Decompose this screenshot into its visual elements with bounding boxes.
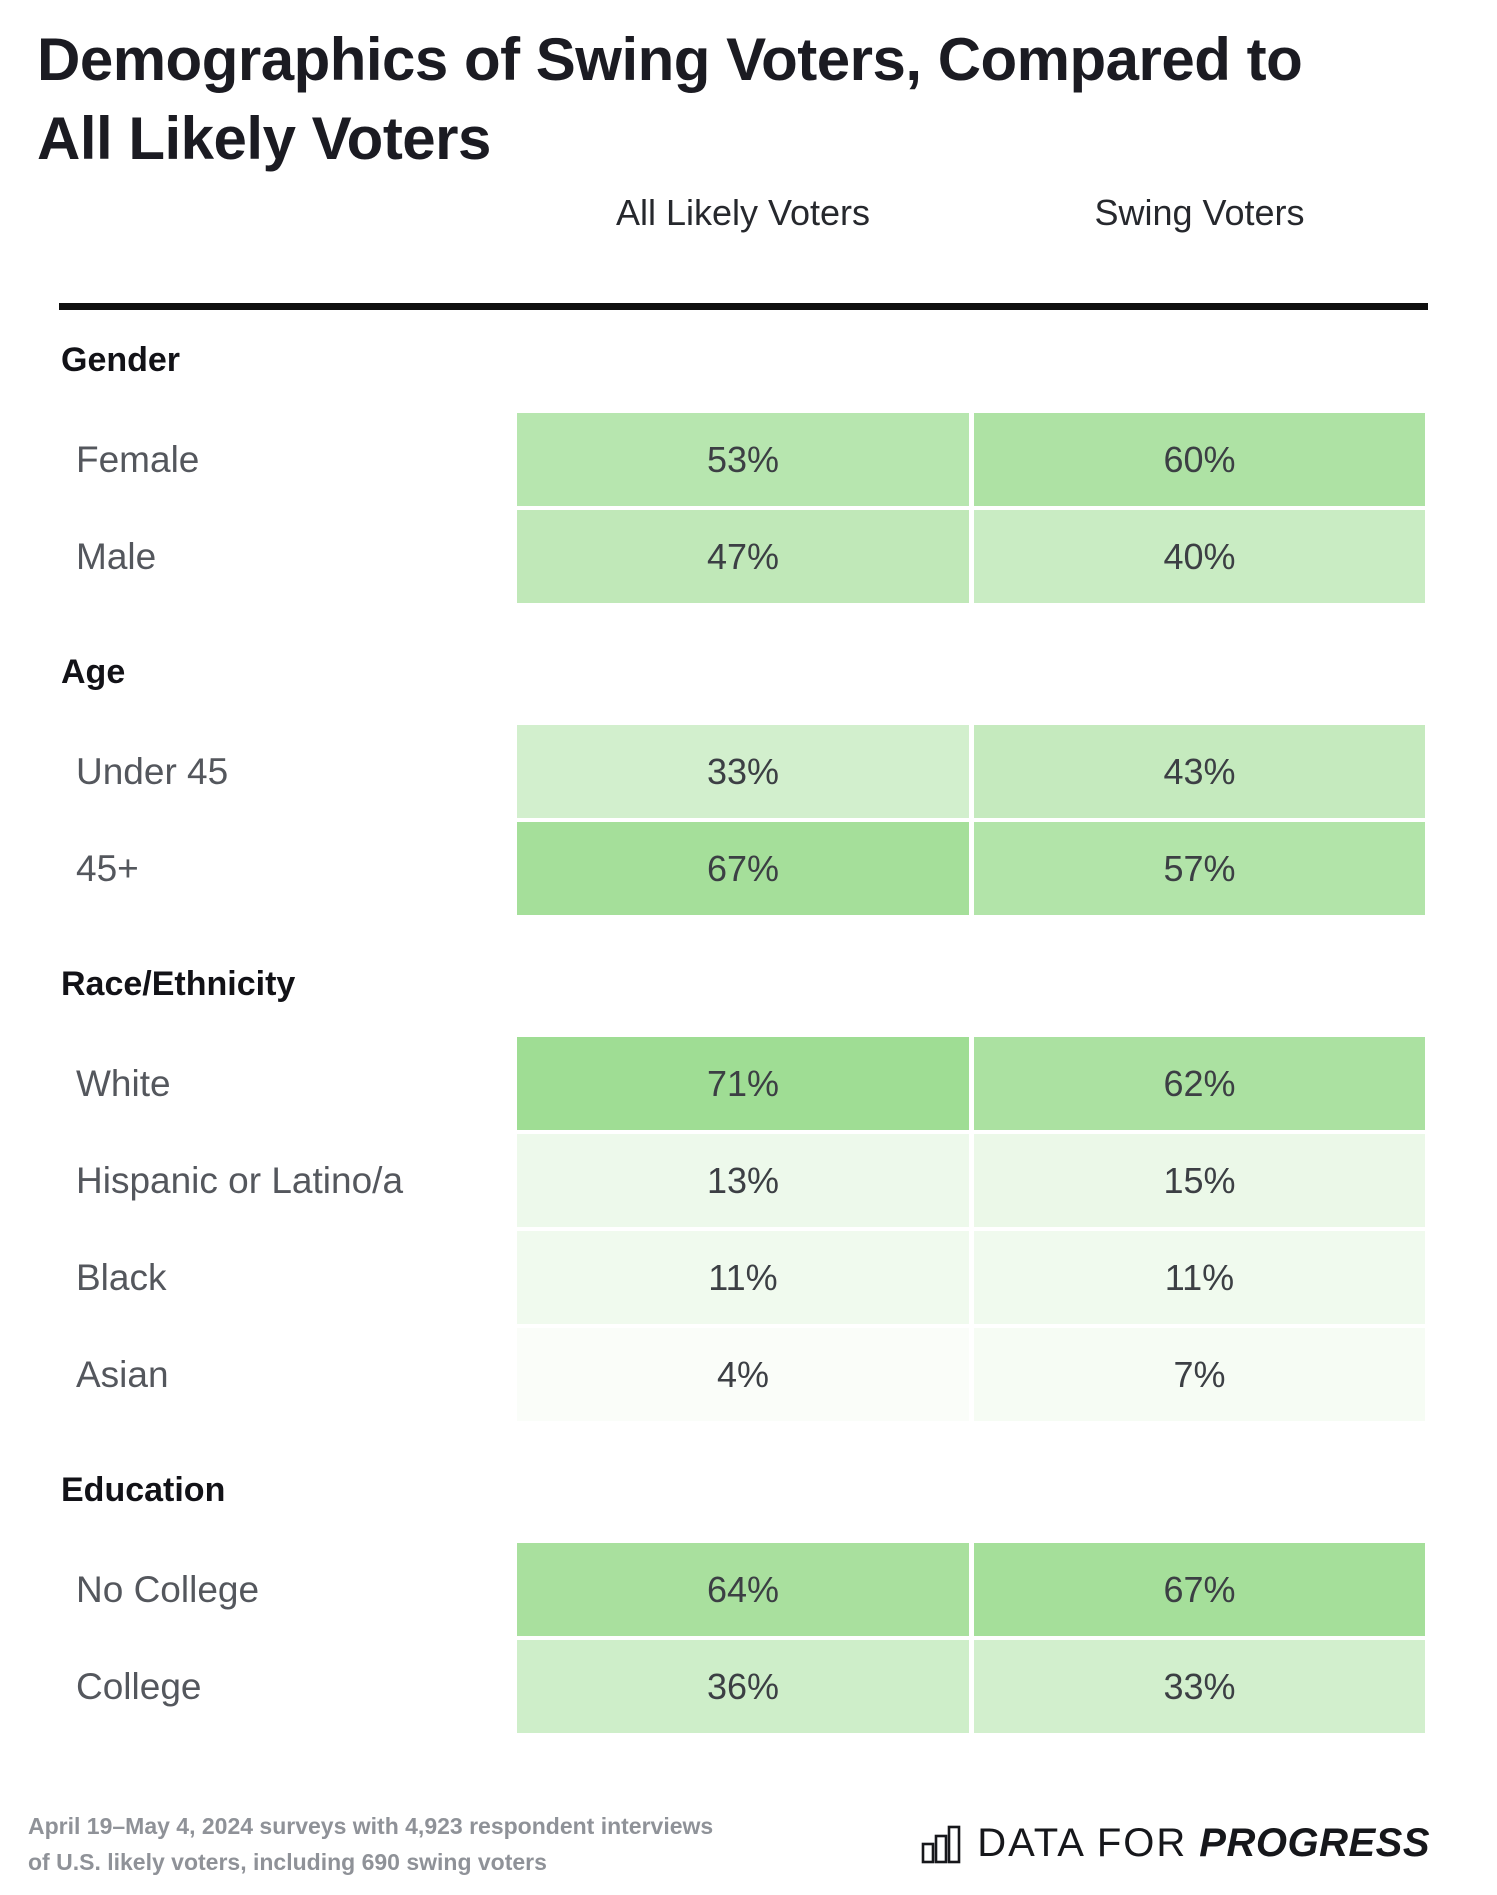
chart-title-line2: All Likely Voters [37,105,491,172]
table-cell: 4% [517,1328,969,1421]
footer-source: April 19–May 4, 2024 surveys with 4,923 … [28,1808,713,1880]
column-header-swing-voters: Swing Voters [1094,192,1305,233]
row-label: Black [76,1256,167,1298]
section-header-education: Education [61,1470,226,1509]
row-label: Female [76,438,200,480]
row-label: Under 45 [76,750,229,792]
footer-source-line1: April 19–May 4, 2024 surveys with 4,923 … [28,1813,714,1839]
footer-source-line2: of U.S. likely voters, including 690 swi… [28,1849,547,1875]
row-label: Asian [76,1353,169,1395]
row-label: No College [76,1568,260,1610]
row-label: College [76,1665,202,1707]
dfp-logo: DATA FOR PROGRESS [919,1820,1430,1866]
table-cell: 33% [517,725,969,818]
table-cell: 64% [517,1543,969,1636]
logo-text-data-for: DATA FOR [977,1820,1188,1865]
row-label: 45+ [76,847,139,889]
table-cell: 53% [517,413,969,506]
row-label: White [76,1062,171,1104]
table-cell: 7% [974,1328,1425,1421]
table-cell: 13% [517,1134,969,1227]
table-cell: 67% [974,1543,1425,1636]
bar-chart-icon [919,1820,965,1866]
table-cell: 15% [974,1134,1425,1227]
table-cell: 33% [974,1640,1425,1733]
table-cell: 43% [974,725,1425,818]
table-cell: 60% [974,413,1425,506]
column-header-all-likely-voters: All Likely Voters [615,192,871,233]
header-rule [59,303,1428,310]
table-cell: 36% [517,1640,969,1733]
section-header-age: Age [61,652,126,691]
logo-text-progress: PROGRESS [1199,1820,1430,1865]
chart-title-line1: Demographics of Swing Voters, Compared t… [37,26,1303,93]
row-label: Hispanic or Latino/a [76,1159,404,1201]
table-cell: 11% [974,1231,1425,1324]
section-header-gender: Gender [61,340,181,379]
table-cell: 47% [517,510,969,603]
table-cell: 40% [974,510,1425,603]
table-cell: 11% [517,1231,969,1324]
table-cell: 67% [517,822,969,915]
row-label: Male [76,535,157,577]
table-cell: 57% [974,822,1425,915]
section-header-race-ethnicity: Race/Ethnicity [61,964,296,1003]
table-cell: 71% [517,1037,969,1130]
chart-title: Demographics of Swing Voters, Compared t… [37,20,1437,178]
table-cell: 62% [974,1037,1425,1130]
